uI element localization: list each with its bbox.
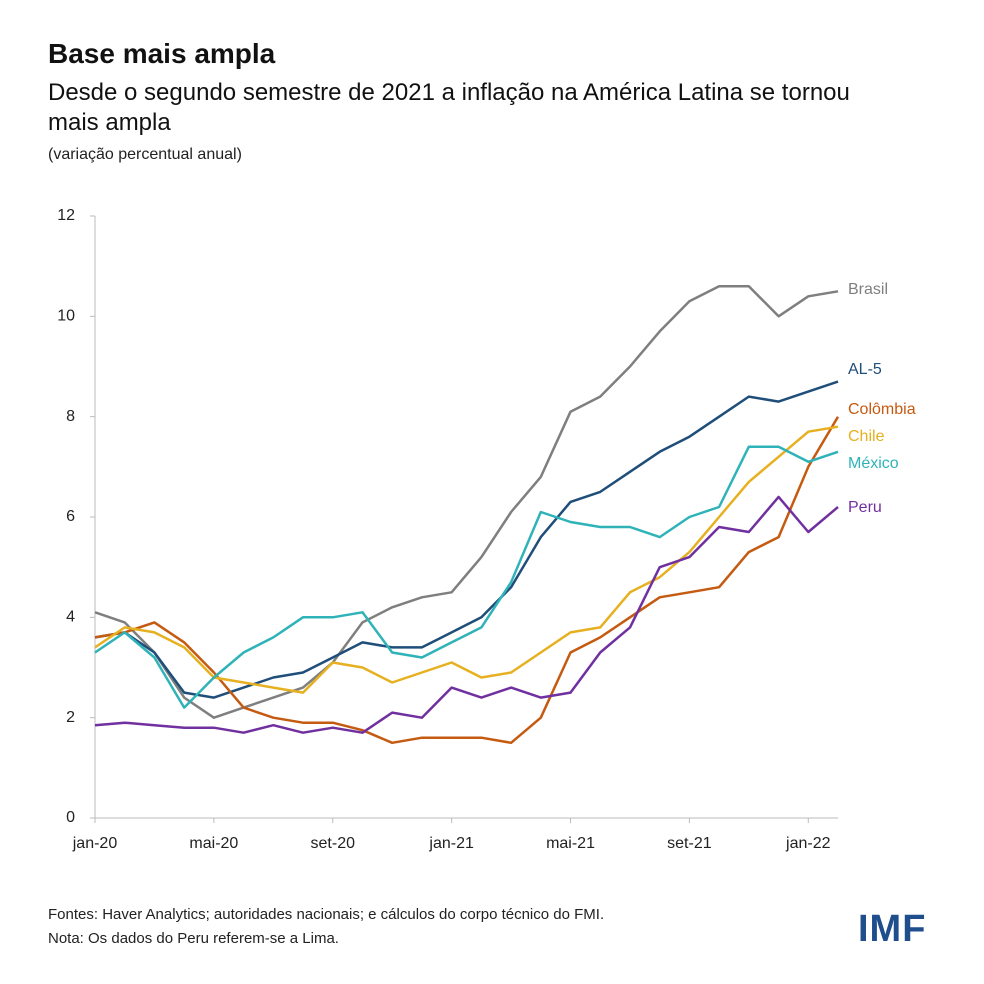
series-line [94, 380, 839, 699]
legend-label: AL-5 [848, 361, 882, 378]
y-tick-label: 2 [66, 709, 75, 726]
x-tick-label: mai-20 [189, 835, 238, 852]
series-line [94, 425, 839, 694]
series-line [94, 495, 839, 734]
legend-label: Chile [848, 428, 885, 445]
y-tick-label: 4 [66, 609, 75, 626]
footnote: Nota: Os dados do Peru referem-se a Lima… [48, 930, 339, 947]
series-line [94, 284, 839, 719]
y-tick-label: 6 [66, 508, 75, 525]
x-tick-label: jan-22 [785, 835, 831, 852]
chart-subtitle: Desde o segundo semestre de 2021 a infla… [48, 79, 850, 136]
x-tick-label: set-21 [667, 835, 712, 852]
legend-label: Brasil [848, 281, 888, 298]
y-tick-label: 8 [66, 408, 75, 425]
y-tick-label: 10 [57, 308, 75, 325]
series-line [94, 445, 839, 709]
legend-label: Peru [848, 499, 882, 516]
x-tick-label: jan-20 [72, 835, 118, 852]
x-tick-label: mai-21 [546, 835, 595, 852]
legend-label: Colômbia [848, 401, 916, 418]
source-note: Fontes: Haver Analytics; autoridades nac… [48, 906, 605, 923]
chart-title: Base mais ampla [48, 38, 276, 69]
y-axis-label: (variação percentual anual) [48, 146, 242, 163]
x-tick-label: set-20 [311, 835, 356, 852]
y-tick-label: 12 [57, 207, 75, 224]
chart: 0 2 4 6 8 10 12 jan-20 mai-20 set-20 jan-21 mai-21 s… [57, 207, 916, 852]
y-tick-label: 0 [66, 809, 75, 826]
legend-label: México [848, 455, 899, 472]
x-tick-label: jan-21 [428, 835, 474, 852]
logo: IMF [858, 908, 927, 950]
